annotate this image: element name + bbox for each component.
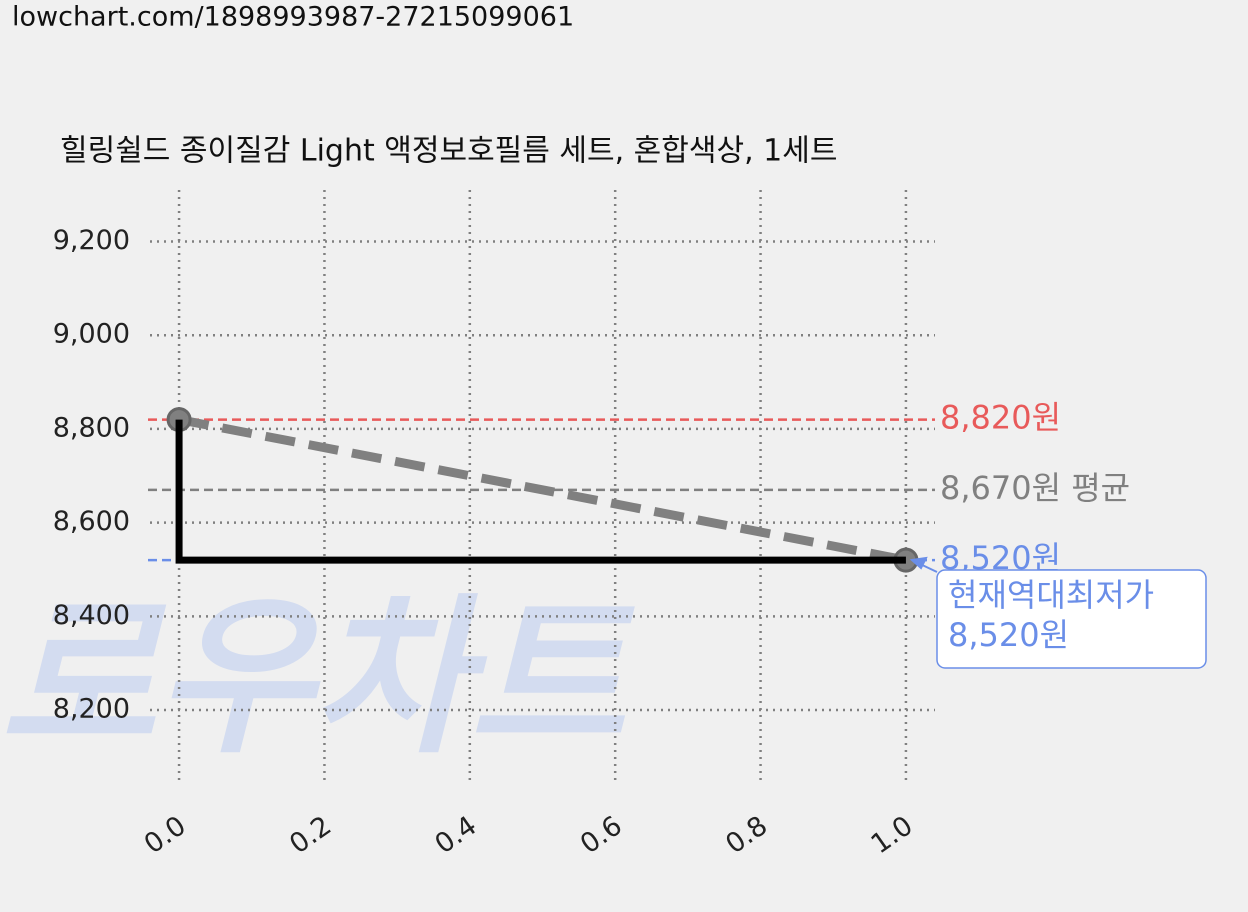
annotation-box — [936, 569, 1207, 669]
annotation-arrow — [909, 556, 938, 573]
y-tick-label: 9,200 — [53, 225, 130, 256]
x-tick-label: 0.6 — [575, 810, 628, 860]
y-tick-label: 8,200 — [53, 694, 130, 725]
reference-label: 8,820원 — [940, 399, 1061, 437]
url: lowchart.com/1898993987-27215099061 — [12, 2, 574, 33]
annotation-text: 현재역대최저가 — [948, 576, 1154, 614]
y-tick-label: 8,800 — [53, 412, 130, 443]
reference-label: 8,670원 평균 — [940, 469, 1130, 507]
y-tick-label: 9,000 — [53, 319, 130, 350]
x-tick-label: 0.8 — [720, 810, 773, 860]
x-tick-label: 0.4 — [429, 810, 482, 860]
y-tick-label: 8,600 — [53, 506, 130, 537]
annotation-text: 8,520원 — [948, 616, 1069, 654]
y-tick-label: 8,400 — [53, 600, 130, 631]
chart-title: 힐링쉴드 종이질감 Light 액정보호필름 세트, 혼합색상, 1세트 — [60, 134, 837, 169]
series-line — [175, 419, 906, 564]
series-line — [178, 415, 907, 565]
watermark: 로우차트 — [0, 579, 635, 777]
x-tick-label: 1.0 — [866, 810, 919, 860]
x-tick-label: 0.0 — [139, 810, 192, 860]
x-tick-label: 0.2 — [284, 810, 337, 860]
